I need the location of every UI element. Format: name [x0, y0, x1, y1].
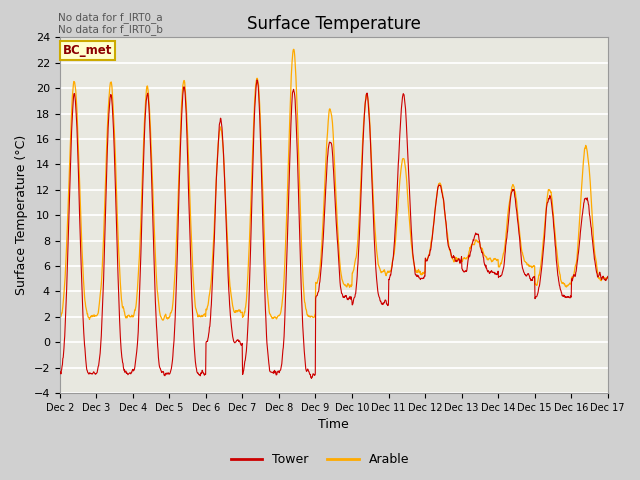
Title: Surface Temperature: Surface Temperature [247, 15, 420, 33]
Legend: Tower, Arable: Tower, Arable [226, 448, 414, 471]
Y-axis label: Surface Temperature (°C): Surface Temperature (°C) [15, 135, 28, 295]
Text: No data for f_IRT0_a
No data for f_IRT0_b: No data for f_IRT0_a No data for f_IRT0_… [58, 12, 163, 36]
Text: BC_met: BC_met [63, 45, 112, 58]
X-axis label: Time: Time [318, 419, 349, 432]
